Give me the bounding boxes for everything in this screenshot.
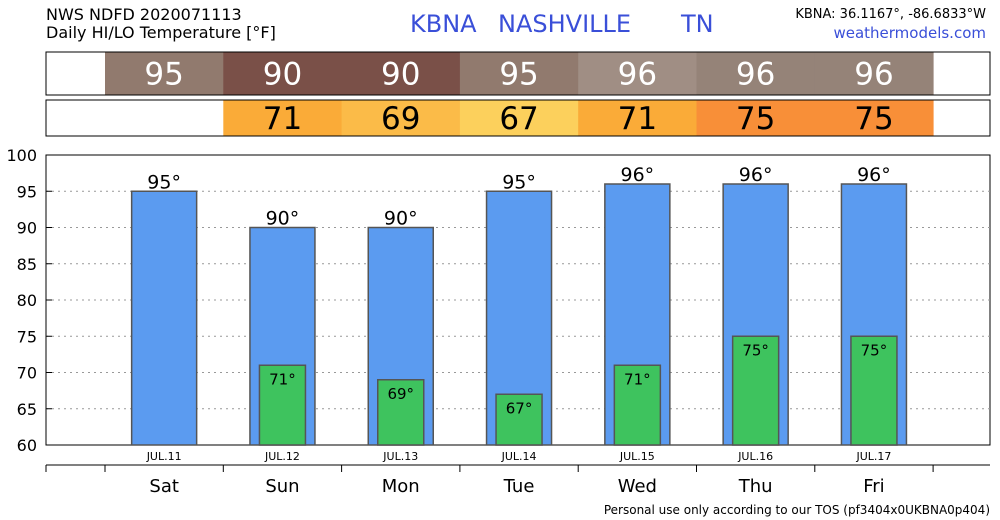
lo-bar-label: 69°	[387, 385, 414, 403]
lo-bar	[377, 379, 425, 446]
site-link[interactable]: weathermodels.com	[833, 24, 986, 42]
hi-strip-value: 96	[736, 57, 775, 93]
hi-bar-label: 95°	[147, 171, 181, 193]
lo-strip-value: 69	[381, 101, 420, 137]
hi-strip-value: 96	[618, 57, 657, 93]
grid-lines	[46, 190, 990, 410]
y-tick-label: 90	[17, 219, 37, 238]
y-tick-label: 95	[17, 182, 37, 201]
tos-footer: Personal use only according to our TOS (…	[604, 503, 990, 517]
day-label: Fri	[863, 476, 884, 497]
hi-strip-cell	[341, 52, 461, 95]
day-label: Sun	[265, 476, 299, 497]
day-label: Mon	[382, 476, 420, 497]
hi-strip-value: 95	[499, 57, 538, 93]
station-name: NASHVILLE	[498, 10, 631, 38]
hi-strip-cell	[578, 52, 697, 95]
station-coords: KBNA: 36.1167°, -86.6833°W	[795, 7, 986, 22]
day-label: Wed	[618, 476, 657, 497]
y-axis: 60 65 70 75 80 85 90 95 100	[6, 146, 52, 455]
lo-strip-cell	[696, 100, 816, 136]
hi-strip-value: 95	[144, 57, 183, 93]
y-tick-label: 85	[17, 255, 37, 274]
date-label: JUL.12	[264, 450, 300, 463]
day-label: Sat	[149, 476, 179, 497]
day-label: Tue	[503, 476, 535, 497]
lo-bar	[258, 364, 307, 446]
hi-strip-value: 90	[381, 57, 420, 93]
lo-strip-value: 75	[854, 101, 893, 137]
hi-strip-cell	[223, 52, 343, 95]
hi-bar-label: 90°	[266, 208, 300, 230]
lo-strip-value: 67	[499, 101, 538, 137]
lo-strip-value: 71	[263, 101, 302, 137]
lo-temperature-strip: 71 69 67 71 75 75	[45, 99, 991, 137]
hi-bar-label: 96°	[739, 164, 773, 186]
station-state: TN	[680, 10, 714, 38]
lo-bar	[850, 335, 898, 446]
lo-strip-cell	[459, 100, 579, 136]
hi-strip-cell	[459, 52, 579, 95]
bars: 95° 90° 71° 90° 69° 95° 67° 96° 71° 96° 75° 96° 75°	[130, 164, 908, 446]
date-label: JUL.14	[501, 450, 537, 463]
lo-bar-label: 71°	[624, 370, 651, 388]
y-tick-label: 80	[17, 291, 37, 310]
lo-strip-cell	[105, 100, 224, 136]
lo-bar	[613, 364, 662, 446]
date-label: JUL.16	[737, 450, 773, 463]
x-axis: JUL.11 Sat JUL.12 Sun JUL.13 Mon JUL.14 Tue JUL.…	[45, 450, 990, 497]
station-id: KBNA	[410, 10, 477, 38]
lo-bar-label: 75°	[742, 341, 769, 359]
lo-strip-cell	[814, 100, 934, 136]
lo-bar-label: 75°	[861, 341, 888, 359]
hi-bar-label: 96°	[621, 164, 655, 186]
date-label: JUL.15	[619, 450, 655, 463]
hi-temperature-strip: 95 90 90 95 96 96 96	[45, 51, 991, 96]
chart-subtitle: Daily HI/LO Temperature [°F]	[46, 23, 276, 42]
day-label: Thu	[738, 476, 773, 497]
y-tick-label: 100	[6, 146, 37, 165]
lo-bar-label: 71°	[269, 370, 296, 388]
y-tick-label: 75	[17, 327, 37, 346]
hi-bar-label: 95°	[502, 171, 536, 193]
lo-bar	[731, 335, 780, 446]
hi-strip-value: 96	[854, 57, 893, 93]
lo-bar-label: 67°	[506, 399, 533, 417]
hi-bar-label: 90°	[384, 208, 418, 230]
date-label: JUL.13	[382, 450, 418, 463]
lo-strip-cell	[341, 100, 461, 136]
lo-strip-cell	[578, 100, 697, 136]
date-label: JUL.11	[146, 450, 182, 463]
hi-strip-cell	[696, 52, 816, 95]
date-label: JUL.17	[855, 450, 891, 463]
hi-strip-value: 90	[263, 57, 302, 93]
hi-strip-cell	[814, 52, 934, 95]
lo-strip-value: 75	[736, 101, 775, 137]
lo-strip-cell	[223, 100, 343, 136]
y-tick-label: 65	[17, 400, 37, 419]
lo-strip-value: 71	[618, 101, 657, 137]
product-line: NWS NDFD 2020071113	[46, 5, 242, 24]
y-tick-label: 60	[17, 436, 37, 455]
hi-bar	[130, 190, 198, 446]
y-tick-label: 70	[17, 364, 37, 383]
lo-bar	[495, 393, 543, 446]
hi-bar-label: 96°	[857, 164, 891, 186]
hi-strip-cell	[105, 52, 224, 95]
